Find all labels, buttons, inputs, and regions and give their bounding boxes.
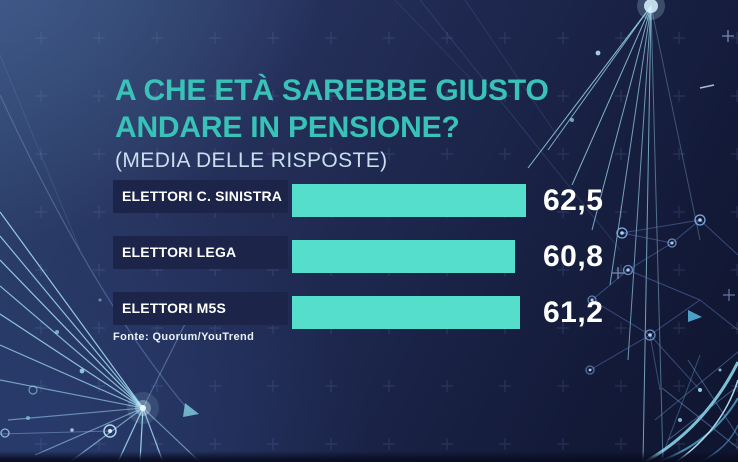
bar-row-centrosinistra: ELETTORI C. SINISTRA 62,5 xyxy=(113,180,633,218)
value-bar xyxy=(292,296,520,329)
value-label: 60,8 xyxy=(543,240,604,273)
value-bar xyxy=(292,240,515,273)
source-credit: Fonte: Quorum/YouTrend xyxy=(113,331,255,343)
chart-header: A CHE ETÀ SAREBBE GIUSTO ANDARE IN PENSI… xyxy=(115,72,549,173)
page-title-line-2: ANDARE IN PENSIONE? xyxy=(115,111,460,144)
bar-row-lega: ELETTORI LEGA 60,8 xyxy=(113,236,633,274)
value-label: 62,5 xyxy=(543,184,604,217)
page-subtitle: (MEDIA DELLE RISPOSTE) xyxy=(115,149,388,172)
bottom-shade-strip xyxy=(0,451,738,462)
bar-row-m5s: ELETTORI M5S 61,2 xyxy=(113,292,633,330)
page-title-line-1: A CHE ETÀ SAREBBE GIUSTO xyxy=(115,74,549,107)
value-bar xyxy=(292,184,526,217)
category-label: ELETTORI LEGA xyxy=(113,236,288,269)
value-label: 61,2 xyxy=(543,296,604,329)
category-label: ELETTORI M5S xyxy=(113,292,288,325)
category-label: ELETTORI C. SINISTRA xyxy=(113,180,288,213)
